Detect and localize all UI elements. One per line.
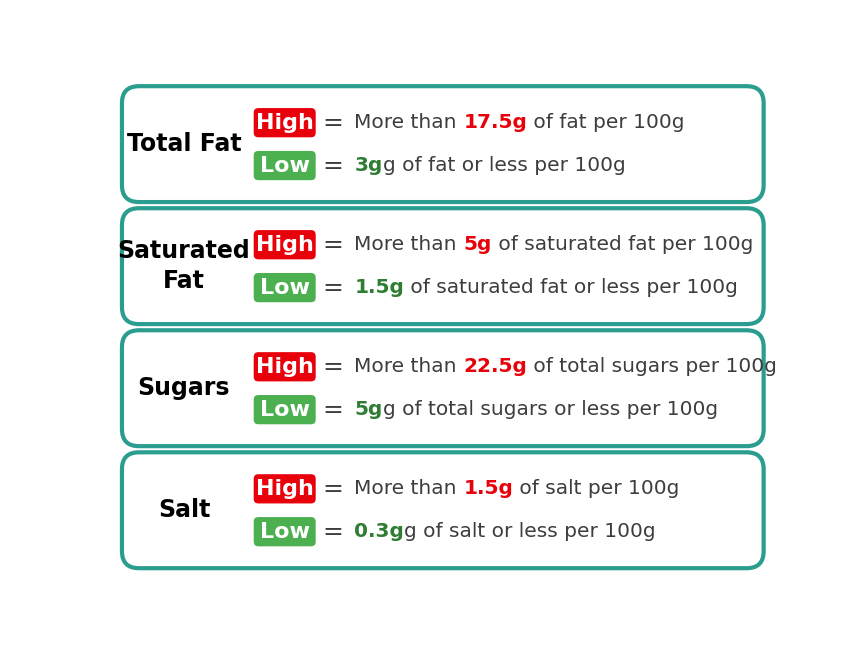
FancyBboxPatch shape bbox=[254, 395, 315, 424]
Text: 1.5g: 1.5g bbox=[354, 278, 404, 297]
Text: =: = bbox=[322, 398, 343, 422]
Text: High: High bbox=[256, 112, 314, 133]
Text: Low: Low bbox=[260, 522, 309, 542]
Text: More than: More than bbox=[354, 479, 463, 498]
Text: 5g: 5g bbox=[463, 235, 492, 254]
Text: g of salt or less per 100g: g of salt or less per 100g bbox=[404, 522, 656, 542]
Text: More than: More than bbox=[354, 235, 463, 254]
Text: g of fat or less per 100g: g of fat or less per 100g bbox=[383, 156, 626, 175]
FancyBboxPatch shape bbox=[254, 108, 315, 137]
FancyBboxPatch shape bbox=[254, 273, 315, 302]
Text: of saturated fat per 100g: of saturated fat per 100g bbox=[492, 235, 753, 254]
Text: Low: Low bbox=[260, 400, 309, 420]
Text: of total sugars per 100g: of total sugars per 100g bbox=[527, 357, 777, 376]
Text: Low: Low bbox=[260, 156, 309, 175]
Text: =: = bbox=[322, 111, 343, 135]
Text: More than: More than bbox=[354, 113, 463, 132]
Text: 17.5g: 17.5g bbox=[463, 113, 527, 132]
Text: Saturated
Fat: Saturated Fat bbox=[118, 239, 251, 293]
Text: =: = bbox=[322, 477, 343, 501]
Text: High: High bbox=[256, 235, 314, 254]
FancyBboxPatch shape bbox=[122, 208, 764, 324]
FancyBboxPatch shape bbox=[122, 86, 764, 202]
Text: Sugars: Sugars bbox=[137, 376, 230, 400]
Text: of fat per 100g: of fat per 100g bbox=[527, 113, 684, 132]
Text: Low: Low bbox=[260, 277, 309, 298]
Text: 0.3g: 0.3g bbox=[354, 522, 404, 542]
Text: =: = bbox=[322, 354, 343, 379]
FancyBboxPatch shape bbox=[122, 453, 764, 568]
FancyBboxPatch shape bbox=[254, 474, 315, 504]
FancyBboxPatch shape bbox=[254, 352, 315, 381]
Text: Total Fat: Total Fat bbox=[127, 132, 241, 156]
Text: 5g: 5g bbox=[354, 400, 383, 419]
FancyBboxPatch shape bbox=[254, 230, 315, 260]
Text: of salt per 100g: of salt per 100g bbox=[513, 479, 680, 498]
Text: 1.5g: 1.5g bbox=[463, 479, 513, 498]
Text: 22.5g: 22.5g bbox=[463, 357, 527, 376]
Text: =: = bbox=[322, 275, 343, 300]
Text: =: = bbox=[322, 520, 343, 543]
Text: =: = bbox=[322, 154, 343, 178]
FancyBboxPatch shape bbox=[254, 517, 315, 546]
Text: High: High bbox=[256, 357, 314, 377]
Text: 3g: 3g bbox=[354, 156, 383, 175]
Text: High: High bbox=[256, 479, 314, 499]
Text: of saturated fat or less per 100g: of saturated fat or less per 100g bbox=[404, 278, 738, 297]
Text: g of total sugars or less per 100g: g of total sugars or less per 100g bbox=[383, 400, 718, 419]
Text: Salt: Salt bbox=[158, 498, 210, 523]
Text: More than: More than bbox=[354, 357, 463, 376]
FancyBboxPatch shape bbox=[254, 151, 315, 181]
Text: =: = bbox=[322, 233, 343, 257]
FancyBboxPatch shape bbox=[122, 330, 764, 446]
